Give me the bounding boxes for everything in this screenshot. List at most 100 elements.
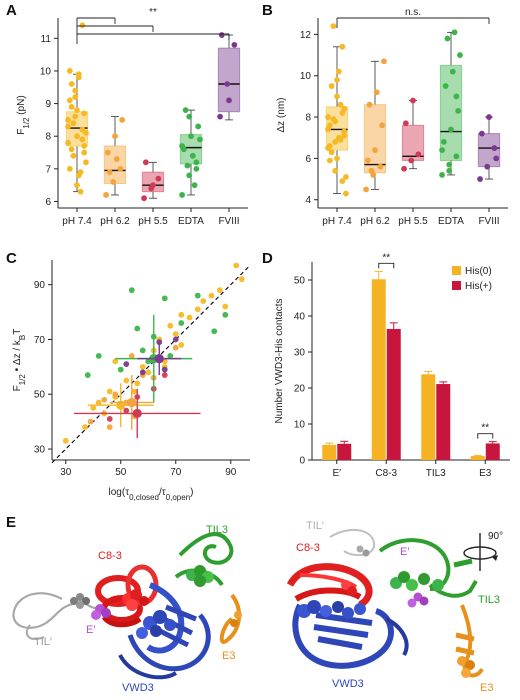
label-vwd3-right: VWD3 [332, 678, 364, 690]
y-tick-label: 10 [300, 71, 312, 82]
data-point [238, 276, 245, 283]
data-point [325, 114, 331, 120]
data-point [66, 97, 73, 104]
data-point [139, 369, 146, 376]
data-point [65, 139, 71, 146]
data-point [493, 155, 500, 162]
rotation-icon [463, 533, 498, 571]
data-point [178, 320, 185, 326]
data-point [81, 149, 88, 156]
x-tick-label: FVIII [478, 216, 499, 227]
x-tick-label: pH 7.4 [322, 216, 352, 227]
data-point [363, 186, 369, 193]
bar [421, 374, 436, 460]
data-point [106, 388, 113, 395]
significance-label: ** [382, 252, 390, 263]
data-point [161, 295, 168, 302]
data-point [101, 396, 108, 403]
data-point [457, 52, 463, 58]
x-tick-label: 30 [60, 467, 72, 478]
data-point [439, 147, 445, 154]
data-point [77, 188, 84, 195]
data-point [62, 437, 69, 444]
significance-bracket [378, 262, 395, 269]
data-point [402, 120, 409, 127]
y-axis-label: F1/2 • Δz / kBT [12, 329, 27, 392]
data-point [179, 143, 185, 149]
mean-point [132, 408, 142, 419]
data-point [139, 347, 146, 354]
data-point [90, 405, 97, 411]
data-point [161, 366, 168, 373]
data-point [334, 155, 340, 162]
data-point [339, 178, 346, 185]
y-tick-label: 40 [294, 312, 306, 323]
data-point [84, 372, 91, 378]
data-point [106, 424, 113, 431]
y-axis-label: Number VWD3-His contacts [274, 298, 285, 423]
til3-left [174, 532, 234, 587]
data-point [123, 361, 130, 368]
legend-swatch [452, 266, 461, 275]
data-point [211, 328, 218, 335]
x-tick-label: EDTA [438, 216, 464, 227]
data-point [335, 68, 342, 75]
box [477, 133, 501, 168]
data-point [68, 81, 75, 87]
data-point [81, 110, 88, 117]
data-point [87, 418, 94, 425]
x-tick-label: EDTA [178, 216, 204, 227]
data-point [446, 161, 453, 168]
data-point [216, 287, 223, 294]
data-point [65, 123, 71, 130]
data-point [167, 322, 174, 329]
data-point [410, 97, 416, 104]
data-point [453, 153, 460, 160]
data-point [141, 195, 147, 202]
data-point [117, 366, 124, 373]
data-point [226, 97, 232, 104]
y-tick-label: 8 [305, 113, 311, 124]
data-point [66, 68, 73, 74]
data-point [233, 262, 240, 269]
bar [436, 384, 451, 460]
x-tick-label: C8-3 [375, 468, 397, 479]
til3-right [378, 538, 478, 598]
data-point [491, 145, 498, 151]
label-e-prime-left: E′ [86, 624, 95, 636]
chart-c-scatter-plot: 30 50 70 90 30 50 70 90 log(τ0,closed/τ0,open) F1… [12, 260, 251, 502]
y-tick-label: 7 [45, 164, 51, 175]
bar [337, 443, 352, 460]
x-tick-label: 70 [170, 467, 182, 478]
x-tick-label: pH 7.4 [62, 216, 92, 227]
y-tick-label: 9 [45, 99, 51, 110]
x-tick-label: E′ [332, 468, 341, 479]
data-point [106, 416, 113, 422]
data-point [72, 113, 79, 120]
data-point [337, 136, 344, 143]
data-point [189, 152, 196, 159]
label-til-prime-left: TIL′ [34, 636, 52, 648]
data-point [217, 113, 223, 120]
data-point [106, 169, 113, 176]
y-tick-label: 11 [41, 34, 52, 45]
y-tick-label: 50 [294, 276, 306, 287]
vwd3-right [292, 600, 409, 669]
data-point [72, 87, 79, 94]
data-point [440, 138, 447, 145]
y-tick-label: 10 [294, 420, 306, 431]
label-e3-right: E3 [480, 682, 493, 694]
chart-b-box-plot: 4 6 8 10 12 pH 7.4 pH 6.2 pH 5.5 EDTA FVIII Δz (nm… [276, 7, 508, 227]
label-vwd3-left: VWD3 [122, 682, 154, 694]
data-point [75, 71, 82, 78]
legend-label: His(+) [465, 281, 492, 292]
data-point [442, 83, 449, 89]
data-point [117, 165, 124, 172]
e-prime-right [407, 592, 429, 608]
diagonal-reference-line [51, 265, 251, 464]
data-point [453, 93, 460, 100]
data-point [186, 113, 193, 120]
data-point [191, 182, 198, 189]
x-tick-label: pH 5.5 [398, 216, 428, 227]
data-point [172, 336, 179, 343]
